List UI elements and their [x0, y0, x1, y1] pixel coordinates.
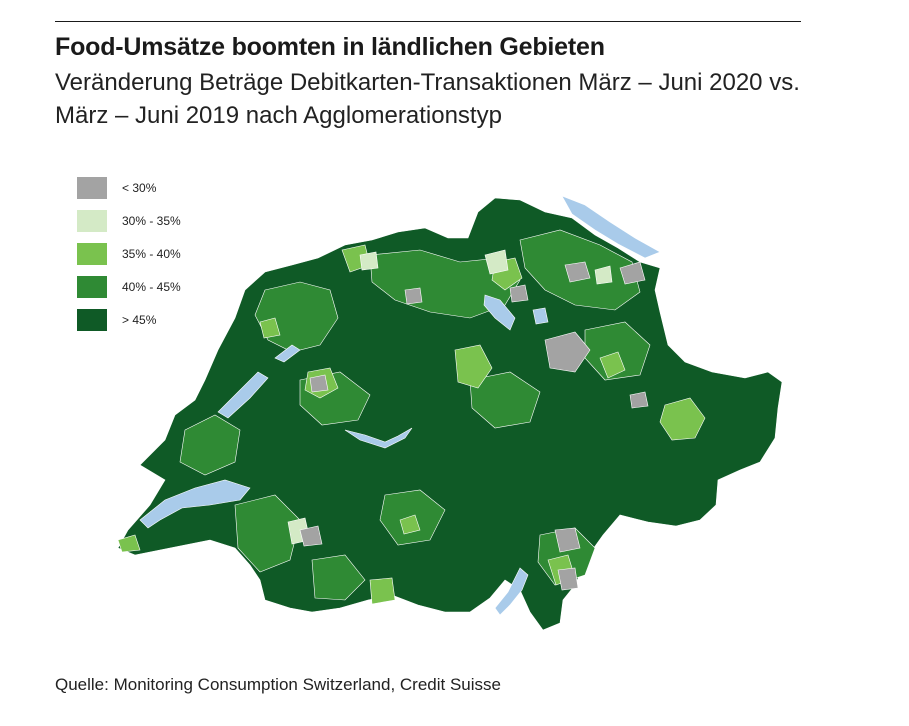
- legend-label: > 45%: [122, 312, 157, 327]
- legend-item: > 45%: [77, 303, 181, 336]
- lake: [561, 195, 661, 259]
- legend-label: < 30%: [122, 180, 157, 195]
- region-under-30: [509, 284, 529, 303]
- legend-label: 35% - 40%: [122, 246, 181, 261]
- switzerland-map: [117, 195, 783, 631]
- region-40-45: [469, 371, 541, 429]
- source-note: Quelle: Monitoring Consumption Switzerla…: [55, 675, 501, 694]
- lake: [494, 567, 529, 616]
- region-under-30: [299, 525, 323, 547]
- region-under-30: [557, 567, 579, 591]
- region-under-30: [629, 391, 649, 409]
- region-under-30: [554, 527, 581, 553]
- region-30-35: [594, 265, 613, 285]
- region-40-45: [179, 414, 241, 476]
- legend-item: 30% - 35%: [77, 204, 181, 237]
- legend-item: 40% - 45%: [77, 270, 181, 303]
- region-35-40: [399, 514, 421, 535]
- region-35-40: [454, 344, 493, 389]
- region-35-40: [369, 577, 396, 605]
- region-under-30: [564, 261, 591, 283]
- legend: < 30% 30% - 35% 35% - 40% 40% - 45% > 45…: [77, 171, 181, 336]
- region-30-35: [484, 249, 509, 275]
- region-40-45: [234, 494, 301, 573]
- legend-swatch: [77, 209, 107, 232]
- legend-swatch: [77, 308, 107, 331]
- region-40-45: [311, 554, 366, 601]
- chart-title: Food-Umsätze boomten in ländlichen Gebie…: [55, 33, 605, 61]
- region-35-40: [117, 534, 141, 553]
- lake: [532, 307, 549, 325]
- region-35-40: [599, 351, 626, 379]
- region-35-40: [659, 397, 706, 441]
- legend-label: 30% - 35%: [122, 213, 181, 228]
- top-rule: [55, 21, 801, 22]
- legend-item: 35% - 40%: [77, 237, 181, 270]
- chart-subtitle: Veränderung Beträge Debitkarten-Transakt…: [55, 69, 800, 129]
- region-under-30: [309, 374, 329, 393]
- region-under-30: [619, 261, 646, 285]
- legend-swatch: [77, 176, 107, 199]
- lake: [344, 427, 413, 449]
- region-40-45: [584, 321, 651, 381]
- legend-swatch: [77, 275, 107, 298]
- legend-swatch: [77, 242, 107, 265]
- legend-item: < 30%: [77, 171, 181, 204]
- region-under-30: [544, 331, 591, 373]
- region-30-35: [359, 251, 379, 271]
- lake: [217, 371, 269, 419]
- lake: [274, 344, 301, 363]
- lake: [139, 479, 251, 529]
- legend-label: 40% - 45%: [122, 279, 181, 294]
- lake: [483, 294, 516, 331]
- region-under-30: [404, 287, 423, 305]
- region-35-40: [259, 317, 281, 339]
